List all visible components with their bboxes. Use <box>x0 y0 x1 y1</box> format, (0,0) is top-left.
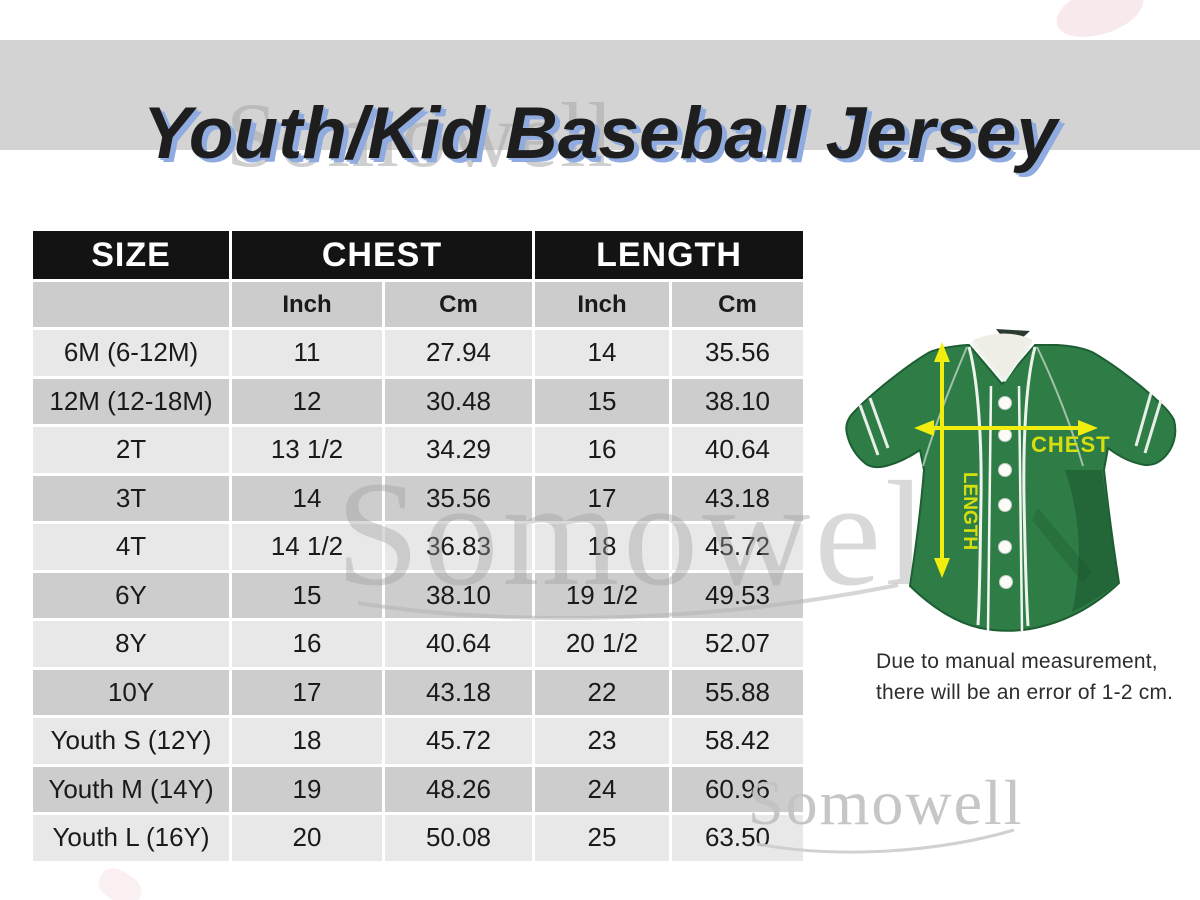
jersey-body <box>845 344 1177 632</box>
cell-size: 6M (6-12M) <box>33 330 229 376</box>
title-banner: Somowell Youth/Kid Baseball Jersey <box>0 40 1200 186</box>
left-piping <box>967 346 983 626</box>
cell-size: Youth L (16Y) <box>33 815 229 861</box>
cell-size: Youth S (12Y) <box>33 718 229 764</box>
cell-length_inch: 18 <box>535 524 669 570</box>
cell-length_inch: 20 1/2 <box>535 621 669 667</box>
column-header-length: LENGTH <box>535 231 803 279</box>
cell-length_cm: 45.72 <box>672 524 803 570</box>
cell-length_cm: 58.42 <box>672 718 803 764</box>
cell-chest_cm: 27.94 <box>385 330 532 376</box>
cell-chest_cm: 30.48 <box>385 378 532 424</box>
length-label: LENGTH <box>959 472 980 550</box>
cell-length_cm: 52.07 <box>672 621 803 667</box>
cell-length_cm: 63.50 <box>672 815 803 861</box>
cell-length_inch: 23 <box>535 718 669 764</box>
cell-length_inch: 24 <box>535 766 669 812</box>
cell-size: 6Y <box>33 572 229 618</box>
cell-length_cm: 40.64 <box>672 427 803 473</box>
jersey-illustration-icon: CHEST LENGTH <box>845 329 1177 632</box>
cell-chest_cm: 36.83 <box>385 524 532 570</box>
cell-length_inch: 16 <box>535 427 669 473</box>
cell-length_inch: 17 <box>535 475 669 521</box>
column-header-chest: CHEST <box>232 231 532 279</box>
subheader-length-inch: Inch <box>535 282 669 327</box>
cell-length_cm: 43.18 <box>672 475 803 521</box>
cell-size: 2T <box>33 427 229 473</box>
left-cuff-stripes <box>858 397 890 456</box>
right-cuff-stripes <box>1134 392 1163 454</box>
cell-size: 4T <box>33 524 229 570</box>
cell-size: Youth M (14Y) <box>33 766 229 812</box>
cell-length_inch: 19 1/2 <box>535 572 669 618</box>
subheader-chest-inch: Inch <box>232 282 382 327</box>
measurement-note: Due to manual measurement, there will be… <box>876 646 1176 708</box>
cell-size: 8Y <box>33 621 229 667</box>
cell-chest_cm: 45.72 <box>385 718 532 764</box>
note-line-1: Due to manual measurement, <box>876 650 1158 673</box>
cell-chest_inch: 12 <box>232 378 382 424</box>
subheader-length-cm: Cm <box>672 282 803 327</box>
cell-chest_cm: 40.64 <box>385 621 532 667</box>
cell-chest_cm: 50.08 <box>385 815 532 861</box>
buttons <box>998 396 1013 589</box>
cell-length_cm: 49.53 <box>672 572 803 618</box>
collar-piping <box>970 341 1033 382</box>
cell-chest_cm: 43.18 <box>385 669 532 715</box>
cell-size: 3T <box>33 475 229 521</box>
pink-artifact-bottom-left <box>93 862 147 900</box>
right-piping <box>1022 346 1037 627</box>
cell-length_cm: 60.96 <box>672 766 803 812</box>
cell-chest_inch: 17 <box>232 669 382 715</box>
subheader-chest-cm: Cm <box>385 282 532 327</box>
size-table: SIZE CHEST LENGTH Inch Cm Inch Cm 6M (6-… <box>33 231 803 861</box>
subheader-empty <box>33 282 229 327</box>
cell-length_inch: 25 <box>535 815 669 861</box>
jersey-diagram: CHEST LENGTH <box>830 320 1190 650</box>
cell-chest_cm: 35.56 <box>385 475 532 521</box>
chest-label: CHEST <box>1031 432 1111 457</box>
cell-chest_inch: 14 <box>232 475 382 521</box>
cell-chest_inch: 15 <box>232 572 382 618</box>
cell-chest_inch: 13 1/2 <box>232 427 382 473</box>
cell-length_cm: 38.10 <box>672 378 803 424</box>
jersey-shading <box>1065 470 1118 612</box>
cell-chest_cm: 48.26 <box>385 766 532 812</box>
cell-chest_inch: 19 <box>232 766 382 812</box>
watermark-top: Somowell <box>226 84 616 186</box>
cell-chest_inch: 18 <box>232 718 382 764</box>
cell-length_inch: 15 <box>535 378 669 424</box>
length-arrowheads <box>934 342 950 578</box>
note-line-2: there will be an error of 1-2 cm. <box>876 681 1174 704</box>
cell-chest_inch: 20 <box>232 815 382 861</box>
cell-chest_cm: 34.29 <box>385 427 532 473</box>
cell-size: 10Y <box>33 669 229 715</box>
undershirt <box>973 333 1033 380</box>
cell-length_inch: 22 <box>535 669 669 715</box>
chest-arrowheads <box>914 420 1098 436</box>
cell-chest_inch: 11 <box>232 330 382 376</box>
cell-chest_inch: 14 1/2 <box>232 524 382 570</box>
page-title: Youth/Kid Baseball Jersey <box>142 93 1058 174</box>
cell-chest_cm: 38.10 <box>385 572 532 618</box>
cell-length_cm: 35.56 <box>672 330 803 376</box>
cell-chest_inch: 16 <box>232 621 382 667</box>
cell-length_cm: 55.88 <box>672 669 803 715</box>
column-header-size: SIZE <box>33 231 229 279</box>
cell-length_inch: 14 <box>535 330 669 376</box>
jersey-crease <box>1032 508 1092 582</box>
cell-size: 12M (12-18M) <box>33 378 229 424</box>
